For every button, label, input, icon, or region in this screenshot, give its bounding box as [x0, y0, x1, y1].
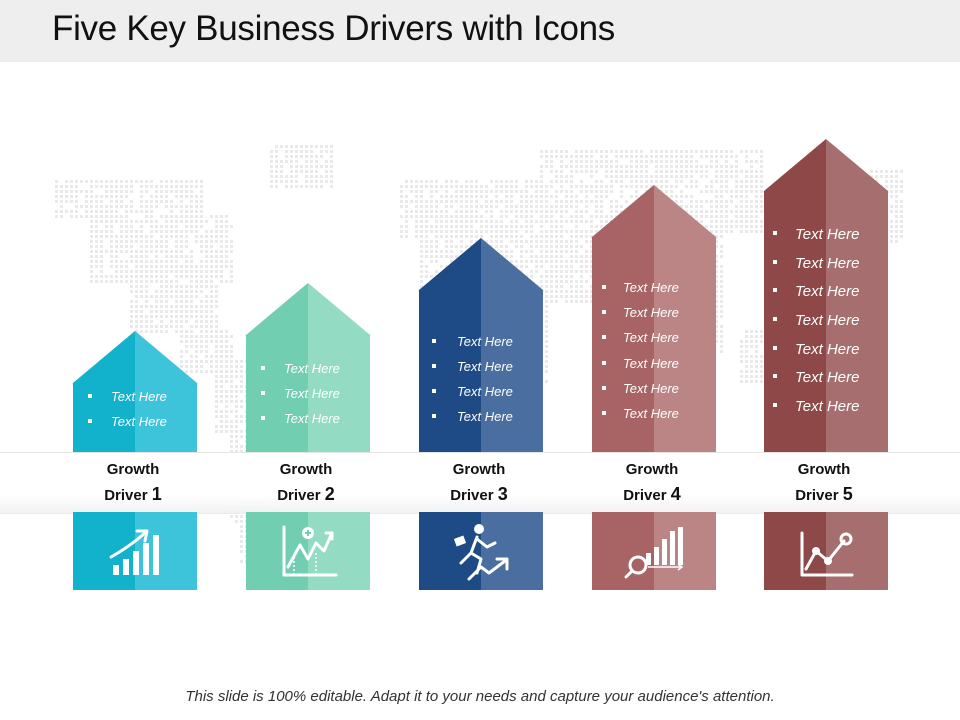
arrow-right-half — [826, 139, 888, 452]
arrow-right-half — [308, 283, 370, 452]
bullet-item: Text Here — [592, 381, 716, 406]
driver-label-line1: Growth — [106, 461, 160, 478]
arrow-right-half — [481, 238, 543, 452]
driver-icon-box-5 — [764, 512, 888, 590]
icon-box-right-half — [308, 512, 370, 590]
driver-number: 2 — [324, 484, 335, 504]
bars-magnifier-icon — [624, 527, 684, 579]
arrow-left-half — [246, 283, 308, 452]
bullet-item: Text Here — [419, 409, 543, 434]
bullet-item: Text Here — [419, 334, 543, 359]
bullet-list: Text Here Text Here Text Here Text Here Text… — [764, 226, 888, 427]
arrow-shape — [591, 185, 717, 452]
bullet-item: Text Here — [73, 414, 197, 439]
arrow-right-half — [654, 185, 716, 452]
driver-arrow-1: Text Here Text Here — [72, 331, 198, 452]
running-man-arrow-icon — [453, 524, 509, 581]
bullet-item: Text Here — [764, 369, 888, 398]
bullet-item: Text Here — [764, 226, 888, 255]
icon-box-left-half — [73, 512, 135, 590]
arrow-right-half — [135, 331, 197, 452]
driver-label-1: Growth Driver 1 — [71, 458, 195, 508]
bullet-item: Text Here — [419, 384, 543, 409]
icon-box-left-half — [592, 512, 654, 590]
driver-number: 1 — [151, 484, 162, 504]
label-band — [0, 452, 960, 514]
driver-label-line1: Growth — [625, 461, 679, 478]
driver-word: Driver — [450, 487, 494, 504]
driver-label-line1: Growth — [797, 461, 851, 478]
bullet-item: Text Here — [592, 356, 716, 381]
footer-note: This slide is 100% editable. Adapt it to… — [185, 688, 775, 705]
bullet-list: Text Here Text Here Text Here Text Here Text… — [592, 280, 716, 431]
driver-label-line2: Driver 3 — [417, 482, 541, 508]
bullet-item: Text Here — [592, 305, 716, 330]
bullet-item: Text Here — [73, 389, 197, 414]
driver-icon-box-2 — [246, 512, 370, 590]
bullet-item: Text Here — [246, 361, 370, 386]
driver-icon-box-3 — [419, 512, 543, 590]
arrow-shape — [763, 139, 889, 452]
driver-label-line2: Driver 4 — [590, 482, 714, 508]
icon-box-right-half — [481, 512, 543, 590]
driver-number: 5 — [842, 484, 853, 504]
driver-word: Driver — [795, 487, 839, 504]
driver-icon-box-1 — [73, 512, 197, 590]
bullet-item: Text Here — [764, 283, 888, 312]
driver-label-line1: Growth — [452, 461, 506, 478]
driver-number: 3 — [497, 484, 508, 504]
driver-label-line1: Growth — [279, 461, 333, 478]
line-chart-points-icon — [800, 531, 854, 577]
bullet-item: Text Here — [592, 280, 716, 305]
bar-chart-growth-arrow-icon — [109, 529, 159, 575]
arrow-left-half — [764, 139, 826, 452]
bullet-item: Text Here — [246, 411, 370, 436]
arrow-shape — [245, 283, 371, 452]
bullet-item: Text Here — [592, 406, 716, 431]
bullet-list: Text Here Text Here — [73, 389, 197, 439]
bullet-item: Text Here — [764, 341, 888, 370]
driver-label-line2: Driver 2 — [244, 482, 368, 508]
bullet-item: Text Here — [764, 312, 888, 341]
driver-word: Driver — [104, 487, 148, 504]
driver-arrow-3: Text Here Text Here Text Here Text Here — [418, 238, 544, 452]
arrow-left-half — [592, 185, 654, 452]
title-bar: Five Key Business Drivers with Icons — [0, 0, 960, 62]
driver-label-3: Growth Driver 3 — [417, 458, 541, 508]
driver-label-2: Growth Driver 2 — [244, 458, 368, 508]
driver-label-5: Growth Driver 5 — [762, 458, 886, 508]
driver-word: Driver — [277, 487, 321, 504]
driver-word: Driver — [623, 487, 667, 504]
bullet-list: Text Here Text Here Text Here — [246, 361, 370, 436]
bullet-item: Text Here — [764, 255, 888, 284]
driver-arrow-4: Text Here Text Here Text Here Text Here Text… — [591, 185, 717, 452]
driver-label-line2: Driver 1 — [71, 482, 195, 508]
driver-arrow-5: Text Here Text Here Text Here Text Here Text… — [763, 139, 889, 452]
driver-icon-box-4 — [592, 512, 716, 590]
driver-arrow-2: Text Here Text Here Text Here — [245, 283, 371, 452]
arrow-left-half — [419, 238, 481, 452]
line-chart-plus-icon — [282, 525, 338, 577]
driver-label-4: Growth Driver 4 — [590, 458, 714, 508]
bullet-item: Text Here — [246, 386, 370, 411]
bullet-item: Text Here — [419, 359, 543, 384]
bullet-item: Text Here — [764, 398, 888, 427]
arrow-shape — [418, 238, 544, 452]
slide-title: Five Key Business Drivers with Icons — [52, 9, 615, 48]
bullet-item: Text Here — [592, 330, 716, 355]
driver-label-line2: Driver 5 — [762, 482, 886, 508]
driver-number: 4 — [670, 484, 681, 504]
bullet-list: Text Here Text Here Text Here Text Here — [419, 334, 543, 434]
